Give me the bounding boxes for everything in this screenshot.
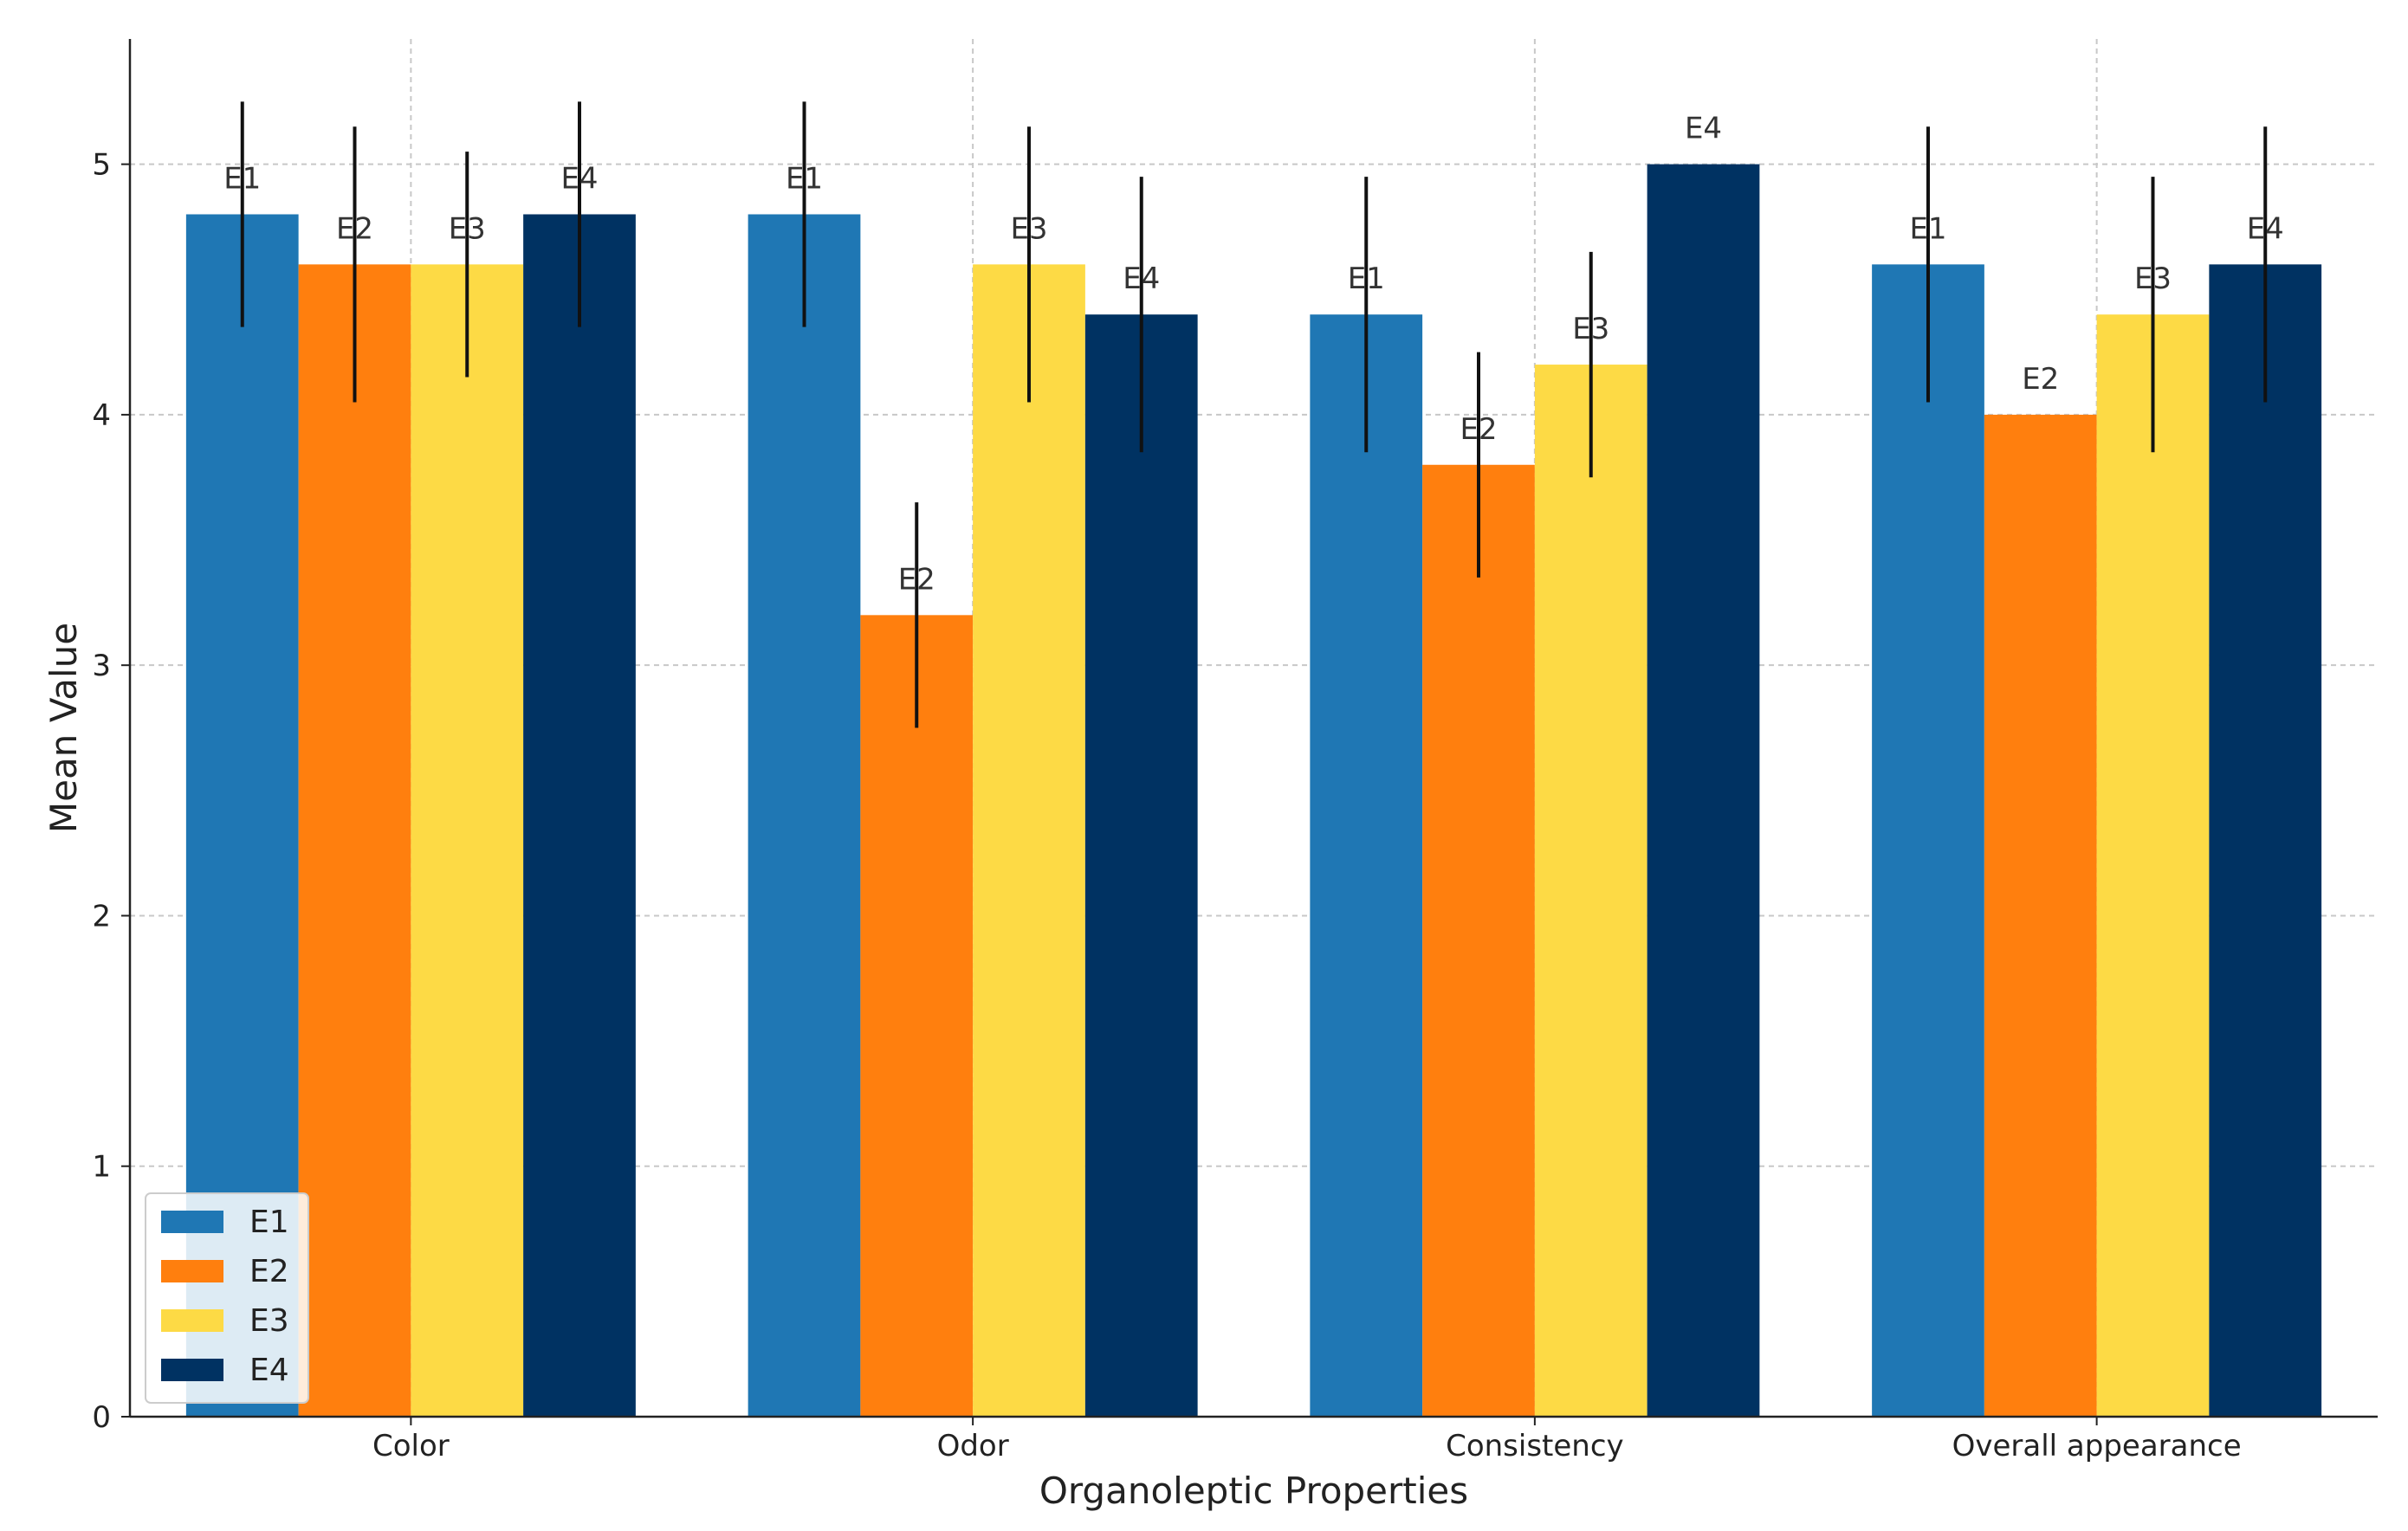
bar-label: E4 (2247, 211, 2284, 246)
legend-swatch-e2 (161, 1260, 223, 1282)
x-tick-label: Consistency (1446, 1429, 1624, 1463)
legend-swatch-e3 (161, 1309, 223, 1332)
bar-label: E4 (560, 161, 598, 196)
legend-label: E2 (249, 1254, 289, 1289)
bar-e2 (1984, 414, 2097, 1418)
bar-label: E1 (223, 161, 261, 196)
bar-e4 (1084, 314, 1198, 1418)
bar-label: E4 (1685, 112, 1722, 146)
y-tick-label: 1 (92, 1150, 111, 1185)
bar-label: E1 (1909, 211, 1946, 246)
legend-label: E3 (249, 1303, 289, 1339)
bar-label: E2 (2022, 362, 2059, 397)
legend-box (145, 1192, 309, 1404)
legend-label: E1 (249, 1205, 289, 1240)
bar-e1 (748, 214, 861, 1417)
x-axis-title: Organoleptic Properties (1039, 1470, 1468, 1512)
bar-label: E3 (449, 211, 486, 246)
bar-label: E2 (1460, 412, 1497, 447)
bar-e2 (1422, 464, 1535, 1417)
x-tick-label: Overall appearance (1952, 1429, 2242, 1463)
bar-e2 (298, 264, 411, 1417)
legend-swatch-e1 (161, 1211, 223, 1233)
bar-label: E1 (786, 161, 823, 196)
bar-label: E2 (898, 562, 935, 597)
bar-label: E3 (1572, 312, 1609, 346)
bar-label: E4 (1123, 262, 1160, 296)
bar-label: E2 (336, 211, 373, 246)
y-tick-label: 4 (92, 398, 111, 433)
bar-e3 (2096, 314, 2210, 1418)
bar-label: E1 (1348, 262, 1385, 296)
x-tick-label: Color (372, 1429, 450, 1463)
bar-e2 (860, 615, 974, 1417)
bar-e4 (523, 214, 636, 1417)
y-tick-label: 5 (92, 148, 111, 183)
bar-label: E3 (2134, 262, 2172, 296)
bar-e3 (973, 264, 1085, 1417)
legend-swatch-e4 (161, 1359, 223, 1381)
legend-label: E4 (249, 1353, 289, 1388)
bar-e1 (1872, 264, 1984, 1417)
x-tick-label: Odor (937, 1429, 1009, 1463)
bar-labels: E1 E1 E1 E1 E2 E2 E2 E2 E3 E3 E3 E3 E4 E4 E4 E4 (223, 112, 2284, 598)
bar-e1 (1310, 314, 1423, 1418)
bars (185, 164, 2322, 1418)
axes: 0 1 2 3 4 5 Color Odor Consistency Overall appear… (92, 39, 2378, 1463)
bar-label: E3 (1010, 211, 1047, 246)
y-tick-label: 3 (92, 649, 111, 683)
y-tick-label: 2 (92, 899, 111, 933)
legend: E1 E2 E3 E4 (145, 1192, 309, 1404)
bar-e4 (2209, 264, 2322, 1417)
bar-e3 (1534, 365, 1647, 1417)
bar-e4 (1647, 164, 1760, 1418)
error-bars (240, 101, 2268, 728)
bar-e3 (411, 264, 524, 1417)
y-tick-label: 0 (92, 1400, 111, 1435)
y-axis-title: Mean Value (42, 623, 85, 833)
